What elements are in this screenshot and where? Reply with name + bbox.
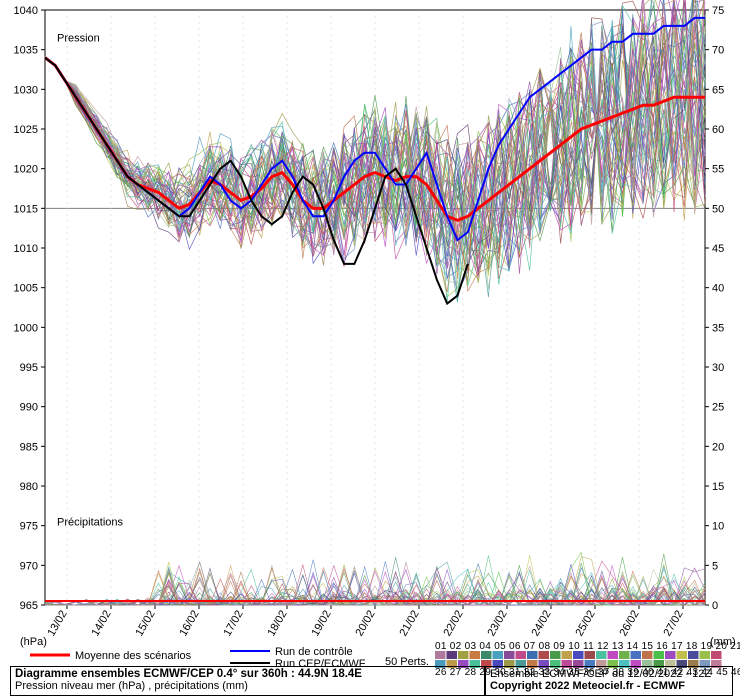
svg-text:970: 970 xyxy=(20,560,38,572)
footer-left-box: Diagramme ensembles ECMWF/CEP 0.4° sur 3… xyxy=(10,666,485,696)
footer-run: Ensemble ECMWF/CEP du 12/02/2022 - 12Z xyxy=(490,668,728,680)
chart-svg: 9659709759809859909951000100510101015102… xyxy=(0,0,740,700)
svg-text:0: 0 xyxy=(712,600,718,612)
svg-text:25/02: 25/02 xyxy=(573,609,597,639)
svg-text:(hPa): (hPa) xyxy=(20,636,47,648)
svg-text:24/02: 24/02 xyxy=(529,609,553,639)
svg-text:990: 990 xyxy=(20,402,38,414)
svg-text:1020: 1020 xyxy=(14,164,38,176)
svg-text:1005: 1005 xyxy=(14,283,38,295)
svg-text:50: 50 xyxy=(712,203,724,215)
svg-text:980: 980 xyxy=(20,481,38,493)
svg-text:1010: 1010 xyxy=(14,243,38,255)
svg-text:26/02: 26/02 xyxy=(617,609,641,639)
svg-text:1025: 1025 xyxy=(14,124,38,136)
svg-text:21/02: 21/02 xyxy=(397,609,421,639)
svg-text:30: 30 xyxy=(712,362,724,374)
footer-title: Diagramme ensembles ECMWF/CEP 0.4° sur 3… xyxy=(15,668,480,680)
chart-container: 9659709759809859909951000100510101015102… xyxy=(0,0,740,700)
svg-text:27/02: 27/02 xyxy=(661,609,685,639)
svg-text:1000: 1000 xyxy=(14,322,38,334)
svg-text:40: 40 xyxy=(712,283,724,295)
svg-text:14/02: 14/02 xyxy=(89,609,113,639)
svg-text:1035: 1035 xyxy=(14,45,38,57)
svg-text:1030: 1030 xyxy=(14,84,38,96)
svg-text:01 02 03 04 05 06 07 08 09 10: 01 02 03 04 05 06 07 08 09 10 11 12 13 1… xyxy=(435,641,740,652)
svg-text:75: 75 xyxy=(712,5,724,17)
svg-text:18/02: 18/02 xyxy=(265,609,289,639)
svg-text:Pression: Pression xyxy=(57,33,100,45)
footer-copyright: Copyright 2022 Meteociel.fr - ECMWF xyxy=(490,680,728,692)
svg-text:995: 995 xyxy=(20,362,38,374)
svg-text:1040: 1040 xyxy=(14,5,38,17)
svg-text:60: 60 xyxy=(712,124,724,136)
svg-text:20: 20 xyxy=(712,441,724,453)
svg-text:Moyenne des scénarios: Moyenne des scénarios xyxy=(75,650,192,662)
svg-text:13/02: 13/02 xyxy=(45,609,69,639)
svg-text:5: 5 xyxy=(712,560,718,572)
svg-text:1015: 1015 xyxy=(14,203,38,215)
svg-text:23/02: 23/02 xyxy=(485,609,509,639)
svg-text:975: 975 xyxy=(20,521,38,533)
svg-text:55: 55 xyxy=(712,164,724,176)
svg-text:Précipitations: Précipitations xyxy=(57,517,124,529)
svg-text:70: 70 xyxy=(712,45,724,57)
svg-text:Run de contrôle: Run de contrôle xyxy=(275,646,353,658)
footer-right-box: Ensemble ECMWF/CEP du 12/02/2022 - 12Z C… xyxy=(485,666,733,696)
footer-subtitle: Pression niveau mer (hPa) , précipitatio… xyxy=(15,680,480,692)
svg-text:17/02: 17/02 xyxy=(221,609,245,639)
svg-text:15/02: 15/02 xyxy=(133,609,157,639)
svg-text:45: 45 xyxy=(712,243,724,255)
svg-text:65: 65 xyxy=(712,84,724,96)
svg-text:10: 10 xyxy=(712,521,724,533)
svg-text:35: 35 xyxy=(712,322,724,334)
svg-text:965: 965 xyxy=(20,600,38,612)
svg-text:19/02: 19/02 xyxy=(309,609,333,639)
svg-text:22/02: 22/02 xyxy=(441,609,465,639)
svg-text:25: 25 xyxy=(712,402,724,414)
svg-text:16/02: 16/02 xyxy=(177,609,201,639)
svg-text:20/02: 20/02 xyxy=(353,609,377,639)
svg-text:15: 15 xyxy=(712,481,724,493)
svg-text:985: 985 xyxy=(20,441,38,453)
